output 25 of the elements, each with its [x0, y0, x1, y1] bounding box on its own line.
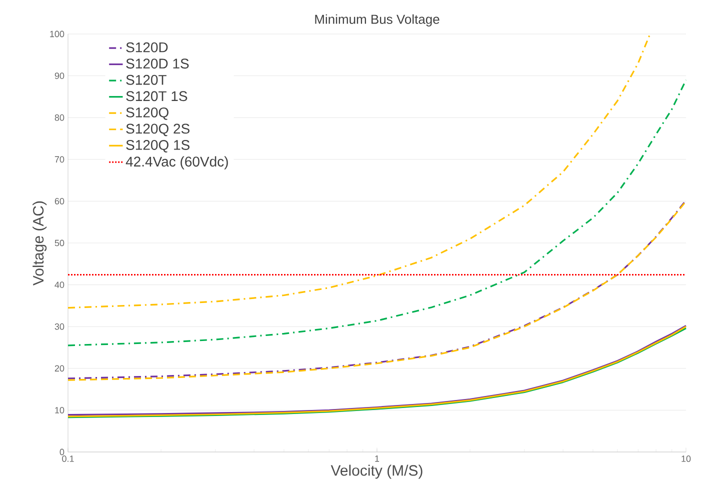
- y-tick-label: 60: [54, 198, 64, 204]
- x-tick-label: 1: [375, 456, 380, 462]
- y-tick-label: 90: [54, 72, 64, 79]
- y-tick-label: 40: [54, 282, 64, 288]
- x-tick-label: 10: [682, 456, 691, 462]
- y-tick-label: 100: [50, 30, 64, 38]
- x-axis-title: Velocity (M/S): [330, 464, 422, 479]
- legend-label: S120D 1S: [126, 58, 189, 69]
- legend-label: S120Q 2S: [126, 124, 190, 136]
- legend-label: S120T: [126, 74, 166, 85]
- y-tick-label: 0: [60, 448, 64, 456]
- legend-label: S120Q: [126, 107, 168, 120]
- chart-title: Minimum Bus Voltage: [315, 14, 440, 26]
- y-tick-label: 10: [55, 406, 64, 414]
- legend-label: S120D: [126, 42, 168, 52]
- legend-label: S120Q 1S: [126, 140, 190, 152]
- y-axis-title: Voltage (AC): [32, 201, 47, 286]
- y-tick-label: 50: [54, 240, 64, 246]
- y-tick-label: 80: [54, 114, 64, 121]
- y-tick-label: 70: [54, 156, 64, 163]
- x-tick-label: 0.1: [62, 456, 74, 462]
- y-tick-label: 20: [54, 365, 64, 372]
- legend-label: 42.4Vac (60Vdc): [126, 156, 228, 170]
- legend-label: S120T 1S: [126, 91, 188, 102]
- y-tick-label: 30: [54, 323, 64, 330]
